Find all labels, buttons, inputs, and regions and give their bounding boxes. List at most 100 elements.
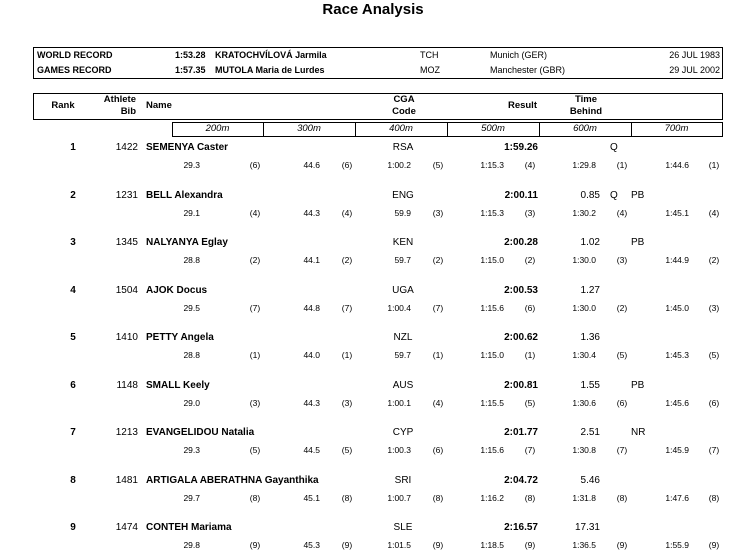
qualification: Q (610, 189, 618, 201)
split-time: 1:30.4 (572, 350, 596, 360)
time-behind: 1.27 (580, 284, 600, 296)
record-note: NR (631, 427, 646, 438)
split-time: 59.7 (394, 350, 411, 360)
result: 2:00.81 (504, 379, 538, 391)
split-time: 28.8 (183, 255, 200, 265)
split-time: 44.3 (303, 397, 320, 408)
split-position: (7) (249, 302, 261, 313)
result: 2:00.62 (504, 332, 538, 343)
split-time: 1:15.6 (480, 445, 504, 455)
split-position: (9) (249, 540, 261, 550)
split-header: 700m (664, 123, 689, 134)
split-position: (2) (524, 255, 536, 265)
rank: 3 (70, 237, 76, 248)
split-time: 1:45.1 (665, 207, 689, 218)
time-behind: 1.02 (580, 237, 600, 248)
column-header: Bib (120, 106, 136, 117)
split-position: (8) (341, 492, 353, 503)
split-position: (8) (249, 492, 261, 503)
split-position: (9) (616, 540, 628, 550)
split-position: (1) (432, 350, 444, 360)
split-time: 1:45.6 (665, 397, 689, 408)
bib: 1345 (115, 237, 138, 248)
country-code: ENG (392, 189, 414, 201)
result: 2:00.53 (504, 284, 538, 296)
bib: 1504 (115, 284, 138, 296)
split-header: 400m (389, 123, 413, 134)
split-time: 1:45.9 (665, 445, 689, 455)
split-position: (1) (616, 160, 628, 170)
split-time: 1:01.5 (387, 540, 411, 550)
split-position: (7) (524, 445, 536, 455)
country-code: SLE (393, 522, 413, 533)
split-time: 1:15.0 (480, 255, 504, 265)
split-position: (7) (341, 302, 353, 313)
record-date: 26 JUL 1983 (669, 50, 720, 60)
split-position: (4) (249, 207, 261, 218)
split-time: 1:30.0 (572, 255, 596, 265)
record-venue: Manchester (GBR) (490, 65, 566, 75)
split-time: 1:00.3 (387, 445, 411, 455)
split-position: (7) (616, 445, 628, 455)
split-time: 1:00.2 (387, 160, 411, 170)
split-position: (2) (432, 255, 444, 265)
time-behind: 5.46 (580, 474, 600, 486)
column-header: Result (507, 100, 537, 111)
split-position: (5) (524, 397, 536, 408)
country-code: RSA (392, 142, 414, 153)
split-time: 29.3 (183, 160, 200, 170)
split-position: (2) (616, 302, 628, 313)
column-header: Code (392, 106, 416, 117)
split-position: (5) (249, 445, 261, 455)
header-box (33, 93, 723, 120)
split-position: (4) (616, 207, 628, 218)
split-position: (3) (524, 207, 536, 218)
split-position: (2) (249, 255, 261, 265)
split-time: 1:45.3 (665, 350, 689, 360)
split-time: 29.0 (183, 397, 200, 408)
split-position: (5) (432, 160, 444, 170)
split-time: 59.9 (394, 207, 411, 218)
split-position: (4) (524, 160, 536, 170)
athlete-name: NALYANYA Eglay (146, 237, 228, 248)
split-position: (9) (432, 540, 444, 550)
split-time: 29.8 (183, 540, 200, 550)
column-header: Time (574, 94, 598, 105)
result: 2:01.77 (504, 427, 538, 438)
country-code: SRI (394, 474, 412, 486)
split-time: 45.3 (303, 540, 320, 550)
time-behind: 17.31 (574, 522, 600, 533)
split-header-cell (631, 122, 723, 137)
split-time: 44.6 (303, 160, 320, 170)
split-time: 45.1 (303, 492, 320, 503)
rank: 9 (70, 522, 76, 533)
split-time: 44.1 (303, 255, 320, 265)
split-position: (3) (249, 397, 261, 408)
records-box (33, 47, 723, 79)
split-position: (2) (708, 255, 720, 265)
split-position: (5) (341, 445, 353, 455)
time-behind: 0.85 (580, 189, 600, 201)
result: 2:04.72 (504, 474, 538, 486)
record-holder: KRATOCHVÍLOVÁ Jarmila (215, 50, 327, 60)
split-time: 29.5 (183, 302, 200, 313)
bib: 1474 (115, 522, 138, 533)
split-position: (1) (249, 350, 261, 360)
split-time: 1:15.3 (480, 160, 504, 170)
split-time: 1:00.4 (387, 302, 411, 313)
split-position: (8) (708, 492, 720, 503)
rank: 7 (70, 427, 76, 438)
split-time: 1:30.6 (572, 397, 596, 408)
split-time: 44.8 (303, 302, 320, 313)
split-position: (5) (616, 350, 628, 360)
split-position: (1) (708, 160, 720, 170)
split-position: (9) (708, 540, 720, 550)
column-header: Behind (569, 106, 603, 117)
split-time: 1:30.2 (572, 207, 596, 218)
split-header: 300m (297, 123, 321, 134)
athlete-name: BELL Alexandra (146, 189, 223, 201)
split-position: (7) (708, 445, 720, 455)
split-position: (6) (708, 397, 720, 408)
split-position: (8) (432, 492, 444, 503)
